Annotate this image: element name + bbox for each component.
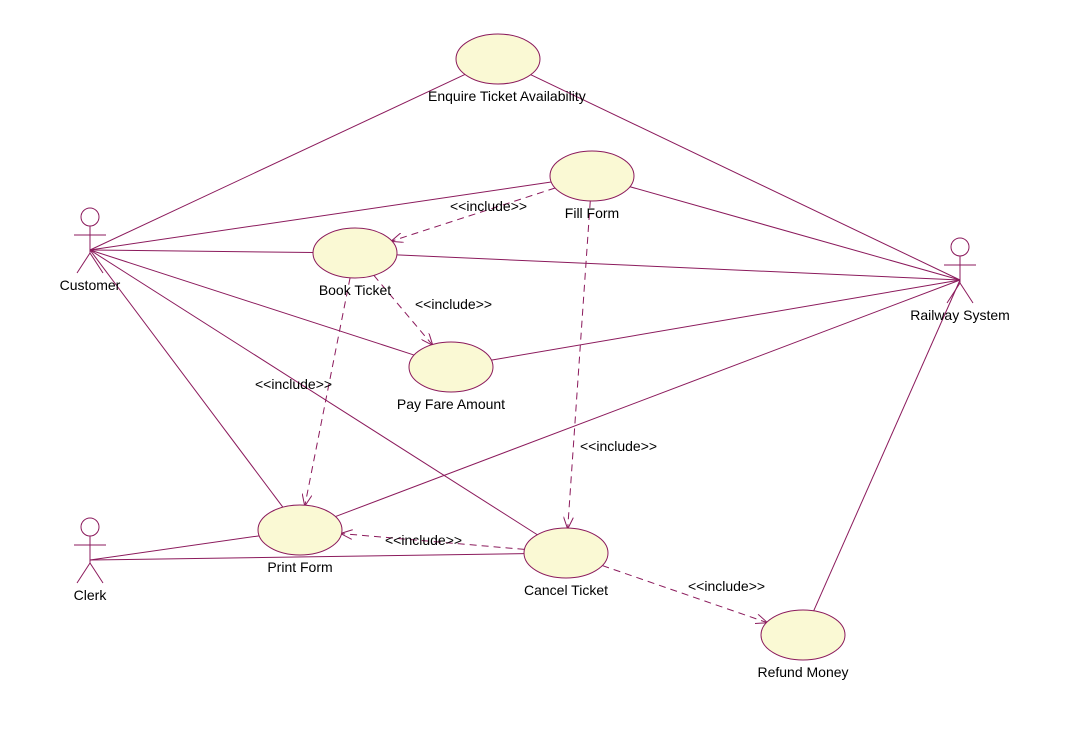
include-label: <<include>> — [385, 532, 462, 548]
usecase-label-refundmoney: Refund Money — [733, 664, 873, 680]
usecase-enquire — [456, 34, 540, 84]
include-label: <<include>> — [580, 438, 657, 454]
actor-label-railway: Railway System — [900, 307, 1020, 323]
include-label: <<include>> — [415, 296, 492, 312]
actor-label-customer: Customer — [30, 277, 150, 293]
usecase-label-printform: Print Form — [230, 559, 370, 575]
include-line — [568, 201, 591, 528]
actor-railway — [944, 238, 976, 303]
association-line — [814, 280, 960, 611]
usecase-label-bookticket: Book Ticket — [285, 282, 425, 298]
association-line — [90, 74, 465, 250]
usecase-refundmoney — [761, 610, 845, 660]
usecase-fillform — [550, 151, 634, 201]
usecase-cancelticket — [524, 528, 608, 578]
usecase-payfare — [409, 342, 493, 392]
usecase-label-enquire: Enquire Ticket Availability — [428, 88, 568, 104]
usecase-printform — [258, 505, 342, 555]
actor-clerk — [74, 518, 106, 583]
usecase-label-payfare: Pay Fare Amount — [381, 396, 521, 412]
usecase-label-cancelticket: Cancel Ticket — [496, 582, 636, 598]
include-label: <<include>> — [255, 376, 332, 392]
actor-label-clerk: Clerk — [30, 587, 150, 603]
include-label: <<include>> — [688, 578, 765, 594]
use-case-diagram — [0, 0, 1080, 752]
include-label: <<include>> — [450, 198, 527, 214]
association-line — [397, 255, 960, 280]
actor-customer — [74, 208, 106, 273]
usecase-label-fillform: Fill Form — [522, 205, 662, 221]
association-line — [90, 536, 259, 560]
association-line — [90, 250, 313, 253]
association-line — [491, 280, 960, 360]
usecase-bookticket — [313, 228, 397, 278]
